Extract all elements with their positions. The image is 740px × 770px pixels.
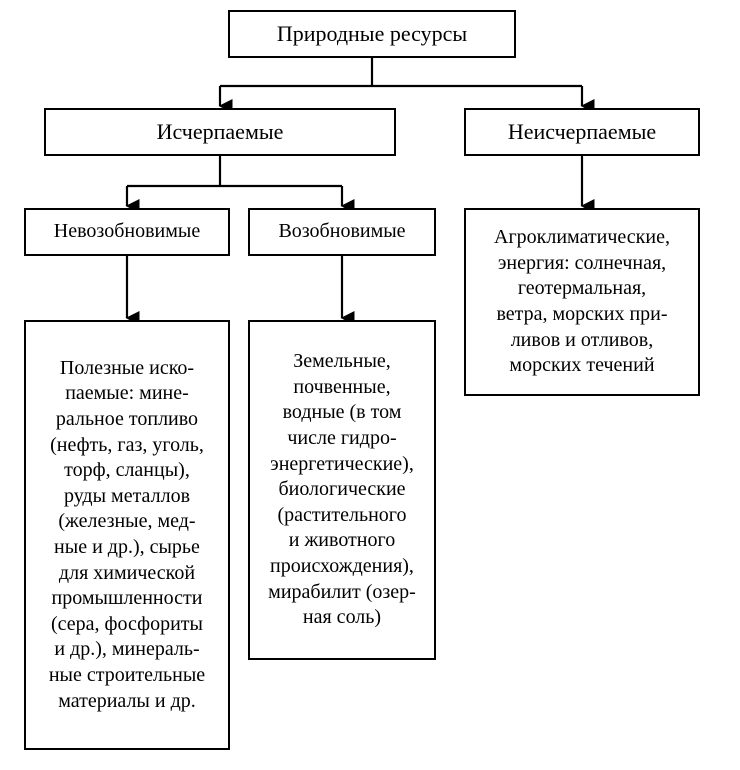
- node-inexhaustible-detail: Агроклиматические,энергия: солнечная,гео…: [464, 208, 700, 396]
- diagram-canvas: Природные ресурсы Исчерпаемые Неисчерпае…: [0, 0, 740, 770]
- node-inexhaustible: Неисчерпаемые: [464, 108, 700, 156]
- node-exhaustible: Исчерпаемые: [44, 108, 396, 156]
- node-nonrenewable-detail: Полезные иско-паемые: мине-ральное топли…: [24, 320, 230, 750]
- node-nonrenewable: Невозобновимые: [24, 208, 230, 256]
- node-renewable-detail: Земельные,почвенные,водные (в томчисле г…: [248, 320, 436, 660]
- node-root: Природные ресурсы: [228, 10, 516, 58]
- node-renewable: Возобновимые: [248, 208, 436, 256]
